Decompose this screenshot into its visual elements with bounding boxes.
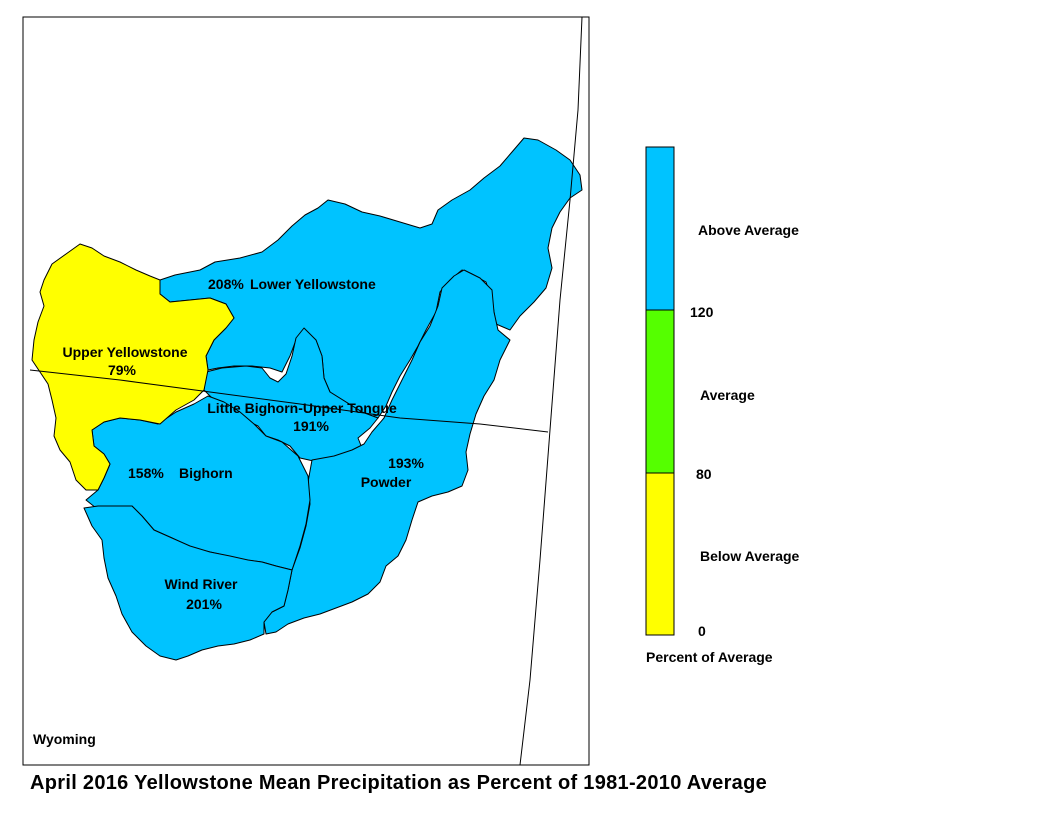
- legend-label-above-average: Above Average: [698, 222, 799, 238]
- label-bighorn-name: Bighorn: [179, 465, 233, 481]
- basins-layer: [31, 137, 583, 661]
- label-upper-yellowstone-percent: 79%: [108, 362, 137, 378]
- label-wind-river-name: Wind River: [165, 576, 239, 592]
- legend-label-below-average: Below Average: [700, 548, 800, 564]
- label-powder-percent: 193%: [388, 455, 424, 471]
- label-upper-yellowstone-name: Upper Yellowstone: [63, 344, 188, 360]
- state-label: Wyoming: [33, 731, 96, 747]
- state-boundaries: [29, 16, 583, 766]
- montana-wyoming-border: [29, 369, 549, 433]
- basin-little-bighorn-upper-tongue[interactable]: [203, 327, 379, 463]
- label-little-bighorn-name: Little Bighorn-Upper Tongue: [207, 400, 397, 416]
- legend-caption: Percent of Average: [646, 649, 773, 665]
- label-wind-river-percent: 201%: [186, 596, 222, 612]
- label-lower-yellowstone-name: Lower Yellowstone: [250, 276, 376, 292]
- legend-tick-120: 120: [690, 304, 714, 320]
- legend-tick-80: 80: [696, 466, 712, 482]
- figure-title: April 2016 Yellowstone Mean Precipitatio…: [30, 772, 768, 794]
- label-powder-name: Powder: [361, 474, 412, 490]
- label-bighorn-percent: 158%: [128, 465, 164, 481]
- legend-swatch-average: [645, 309, 675, 474]
- basin-labels: 208% Lower Yellowstone Upper Yellowstone…: [63, 276, 425, 612]
- basin-wind-river[interactable]: [83, 505, 293, 661]
- legend: Above Average Average Below Average 120 …: [645, 146, 800, 665]
- legend-swatch-above-average: [645, 146, 675, 311]
- legend-label-average: Average: [700, 387, 755, 403]
- label-lower-yellowstone-percent: 208%: [208, 276, 244, 292]
- legend-tick-0: 0: [698, 623, 706, 639]
- basin-upper-yellowstone[interactable]: [31, 243, 235, 491]
- eastern-border: [519, 16, 583, 766]
- label-little-bighorn-percent: 191%: [293, 418, 329, 434]
- legend-swatch-below-average: [645, 472, 675, 636]
